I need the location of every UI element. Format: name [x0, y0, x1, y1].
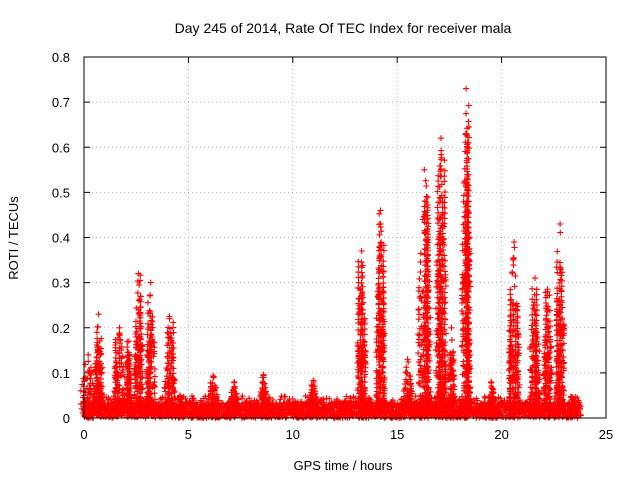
data-point: [355, 274, 362, 281]
grid-lines: [84, 57, 606, 418]
data-point: [405, 359, 412, 365]
data-point: [423, 183, 430, 189]
data-point: [95, 311, 102, 318]
data-point: [116, 324, 123, 331]
data-point: [231, 378, 238, 385]
data-point: [376, 210, 383, 217]
data-point: [403, 364, 410, 371]
data-point: [358, 248, 365, 254]
data-point: [85, 358, 92, 365]
data-point: [355, 306, 362, 312]
data-point: [82, 361, 89, 368]
data-point: [417, 258, 424, 265]
data-point: [85, 351, 92, 358]
data-point: [107, 396, 114, 403]
data-point: [170, 319, 177, 326]
data-point: [375, 280, 382, 287]
data-point: [94, 324, 101, 331]
data-point: [133, 413, 140, 420]
data-point: [355, 269, 362, 276]
data-point: [421, 166, 428, 173]
data-point: [415, 336, 422, 343]
data-points: [77, 85, 584, 421]
data-point: [147, 279, 154, 286]
data-point: [93, 329, 100, 336]
data-point: [124, 344, 131, 350]
data-point: [417, 250, 424, 257]
data-point: [424, 194, 431, 201]
data-point: [377, 207, 384, 214]
data-point: [347, 395, 354, 401]
data-point: [355, 258, 362, 265]
data-point: [416, 379, 423, 386]
data-point: [355, 279, 362, 286]
data-point: [404, 356, 411, 363]
data-point: [380, 274, 387, 280]
data-point: [355, 263, 362, 270]
data-point: [134, 289, 141, 296]
data-point: [422, 177, 429, 184]
data-point: [417, 269, 424, 275]
data-point: [424, 201, 431, 208]
data-point: [170, 329, 177, 336]
data-point: [147, 292, 154, 299]
data-point: [438, 147, 445, 154]
data-point: [415, 306, 422, 313]
data-point: [210, 374, 217, 381]
data-point: [144, 299, 151, 306]
